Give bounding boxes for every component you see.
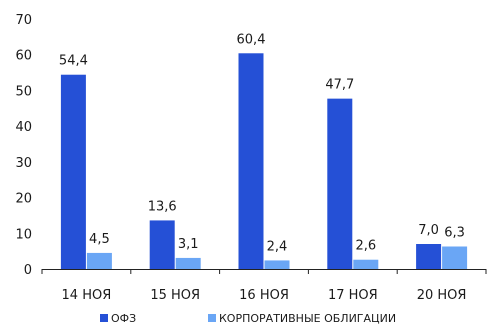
y-tick-label: 20 <box>15 192 32 207</box>
data-label: 3,1 <box>178 237 199 252</box>
y-tick-label: 0 <box>24 263 32 278</box>
bar-corporate-3 <box>353 259 379 269</box>
data-label: 13,6 <box>148 199 177 214</box>
bar-ofz-1 <box>149 220 175 269</box>
bar-corporate-0 <box>86 252 112 269</box>
bar-corporate-4 <box>442 246 468 269</box>
data-label: 47,7 <box>325 78 354 93</box>
legend-swatch <box>208 314 216 322</box>
y-tick-label: 30 <box>15 156 32 171</box>
bars <box>60 53 468 270</box>
legend-label: КОРПОРАТИВНЫЕ ОБЛИГАЦИИ <box>219 312 396 325</box>
legend-label: ОФЗ <box>111 312 136 325</box>
x-category-label: 17 НОЯ <box>328 288 378 303</box>
x-category-label: 14 НОЯ <box>62 288 112 303</box>
bar-ofz-4 <box>416 244 442 269</box>
x-category-label: 15 НОЯ <box>150 288 200 303</box>
y-tick-label: 10 <box>15 227 32 242</box>
bar-ofz-3 <box>327 98 353 270</box>
y-axis-ticks: 0 10 20 30 40 50 60 70 <box>15 13 32 278</box>
y-tick-label: 70 <box>15 13 32 28</box>
x-axis-ticks <box>41 269 487 274</box>
x-axis-labels: 14 НОЯ 15 НОЯ 16 НОЯ 17 НОЯ 20 НОЯ <box>62 288 467 303</box>
data-label: 60,4 <box>237 32 266 47</box>
bar-ofz-0 <box>60 74 86 269</box>
bar-corporate-2 <box>264 260 290 269</box>
x-category-label: 20 НОЯ <box>417 288 467 303</box>
legend: ОФЗ КОРПОРАТИВНЫЕ ОБЛИГАЦИИ <box>100 312 396 325</box>
data-label: 7,0 <box>418 223 439 238</box>
y-tick-label: 50 <box>15 84 32 99</box>
data-labels: 54,4 4,5 13,6 3,1 60,4 2,4 47,7 2,6 7,0 6,3 <box>59 32 465 254</box>
y-tick-label: 40 <box>15 120 32 135</box>
data-label: 2,6 <box>355 239 376 254</box>
legend-swatch <box>100 314 108 322</box>
data-label: 54,4 <box>59 54 88 69</box>
data-label: 6,3 <box>444 226 465 241</box>
bar-corporate-1 <box>175 257 201 269</box>
bar-ofz-2 <box>238 53 264 270</box>
y-tick-label: 60 <box>15 49 32 64</box>
x-category-label: 16 НОЯ <box>239 288 289 303</box>
data-label: 4,5 <box>89 232 110 247</box>
data-label: 2,4 <box>267 239 288 254</box>
